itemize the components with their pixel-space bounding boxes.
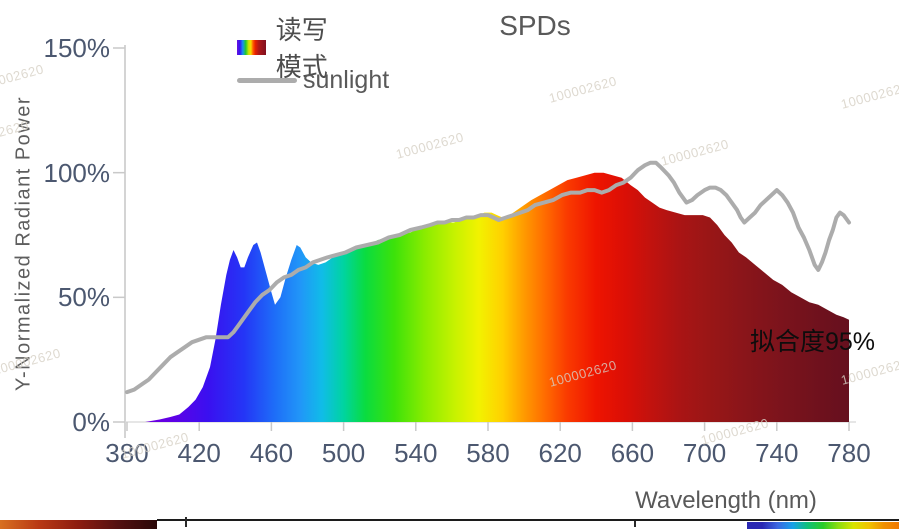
spectrum-area [127,172,849,422]
bottom-tick [634,521,636,527]
bottom-left-spectrum-strip [0,520,157,529]
spectrum-swatch-icon [237,39,266,55]
bottom-border [157,519,899,521]
legend-label-spd: 读写模式 [275,15,328,82]
bottom-strip [0,517,899,529]
bottom-right-spectrum-strip [747,522,899,529]
legend-label-sunlight: sunlight [303,66,390,94]
legend-item-spd: 读写模式 [237,10,329,84]
legend-item-sunlight: sunlight [237,66,389,95]
plot-svg [113,45,856,438]
sunlight-line-swatch-icon [237,78,297,83]
bottom-tick [185,517,187,527]
sunlight-line [125,160,851,395]
